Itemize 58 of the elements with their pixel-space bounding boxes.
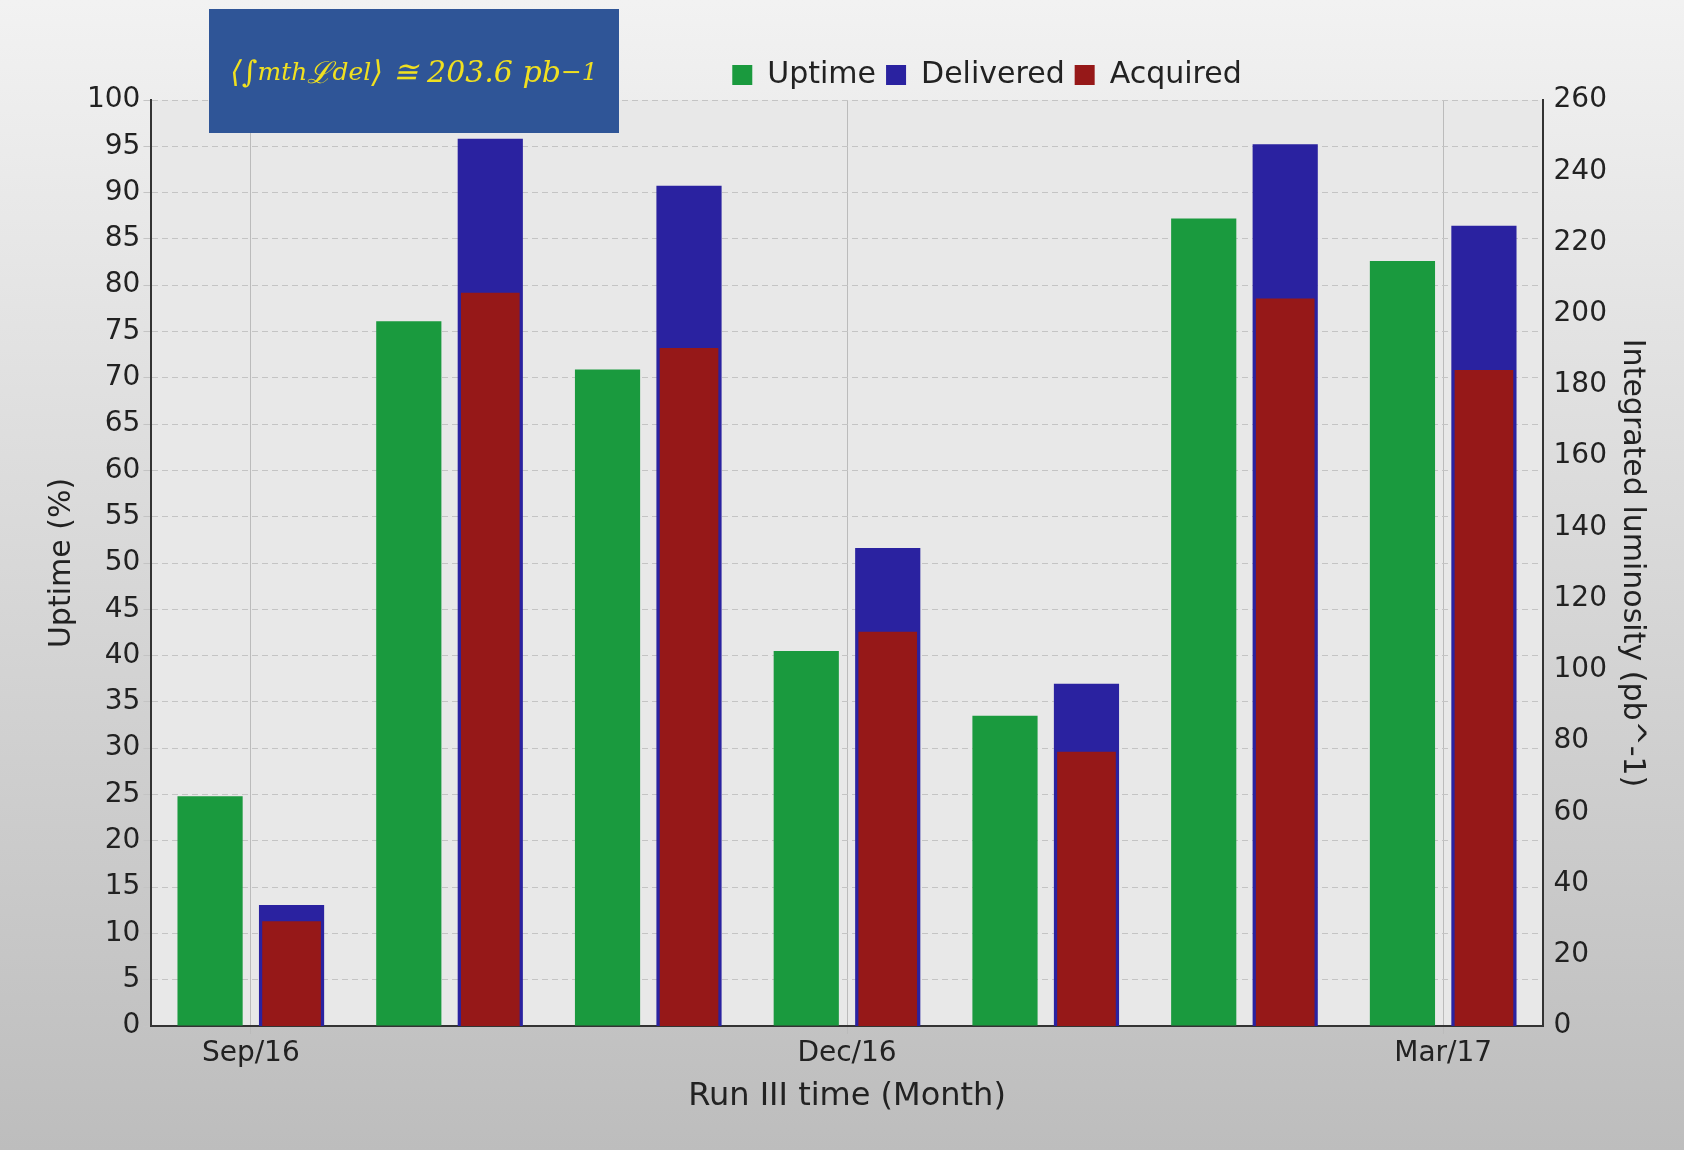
y-tick-label: 95 (104, 127, 141, 161)
bar (177, 796, 243, 1026)
y2-tick-label: 80 (1553, 722, 1590, 756)
x-tick-label: Sep/16 (201, 1035, 300, 1069)
y2-tick-label: 260 (1553, 81, 1608, 115)
y2-axis-title: Integrated luminosity (pb^-1) (1617, 338, 1653, 788)
y-tick-label: 65 (104, 405, 141, 439)
bar (262, 921, 321, 1026)
y2-tick-label: 220 (1553, 223, 1608, 257)
y2-tick-label: 0 (1553, 1007, 1572, 1041)
y-tick-label: 0 (122, 1007, 141, 1041)
y-tick-label: 5 (122, 960, 141, 994)
y2-tick-label: 240 (1553, 152, 1608, 186)
y-tick-label: 85 (104, 220, 141, 254)
bar (1369, 261, 1436, 1026)
bar (1171, 218, 1237, 1026)
y-tick-label: 75 (104, 312, 141, 346)
y-tick-label: 10 (104, 914, 141, 948)
y-tick-label: 35 (104, 683, 141, 717)
y2-tick-label: 200 (1553, 294, 1608, 328)
y-tick-label: 50 (104, 544, 141, 578)
bar (858, 631, 918, 1026)
bar (972, 715, 1038, 1026)
bar (460, 292, 520, 1026)
bar (574, 369, 641, 1026)
y-tick-label: 60 (104, 451, 141, 485)
x-tick-label: Mar/17 (1394, 1035, 1493, 1069)
bar (1255, 298, 1315, 1026)
x-axis-title: Run III time (Month) (688, 1075, 1006, 1114)
y2-tick-label: 20 (1553, 936, 1590, 970)
y2-tick-label: 140 (1553, 508, 1608, 542)
y-axis-title: Uptime (%) (41, 477, 77, 649)
y-tick-label: 25 (104, 775, 141, 809)
y2-tick-label: 60 (1553, 793, 1590, 827)
bar (773, 650, 839, 1026)
bar (376, 321, 442, 1026)
y2-tick-label: 100 (1553, 651, 1608, 685)
y2-tick-label: 160 (1553, 437, 1608, 471)
bar (1057, 751, 1116, 1026)
y-tick-label: 15 (104, 868, 141, 902)
bar (1454, 369, 1514, 1026)
legend-label: Uptime (767, 54, 877, 90)
y-tick-label: 80 (104, 266, 141, 300)
y-tick-label: 45 (104, 590, 141, 624)
y-tick-label: 55 (104, 497, 141, 531)
y-tick-label: 30 (104, 729, 141, 763)
y-tick-label: 90 (104, 173, 141, 207)
legend-label: Acquired (1109, 54, 1242, 90)
bar (659, 347, 719, 1026)
y2-tick-label: 180 (1553, 366, 1608, 400)
y-tick-label: 100 (86, 81, 141, 115)
y-tick-label: 40 (104, 636, 141, 670)
y-tick-label: 70 (104, 359, 141, 393)
x-tick-label: Dec/16 (797, 1035, 897, 1069)
y-tick-label: 20 (104, 822, 141, 856)
y2-tick-label: 120 (1553, 579, 1608, 613)
legend-label: Delivered (921, 54, 1065, 90)
y2-tick-label: 40 (1553, 864, 1590, 898)
